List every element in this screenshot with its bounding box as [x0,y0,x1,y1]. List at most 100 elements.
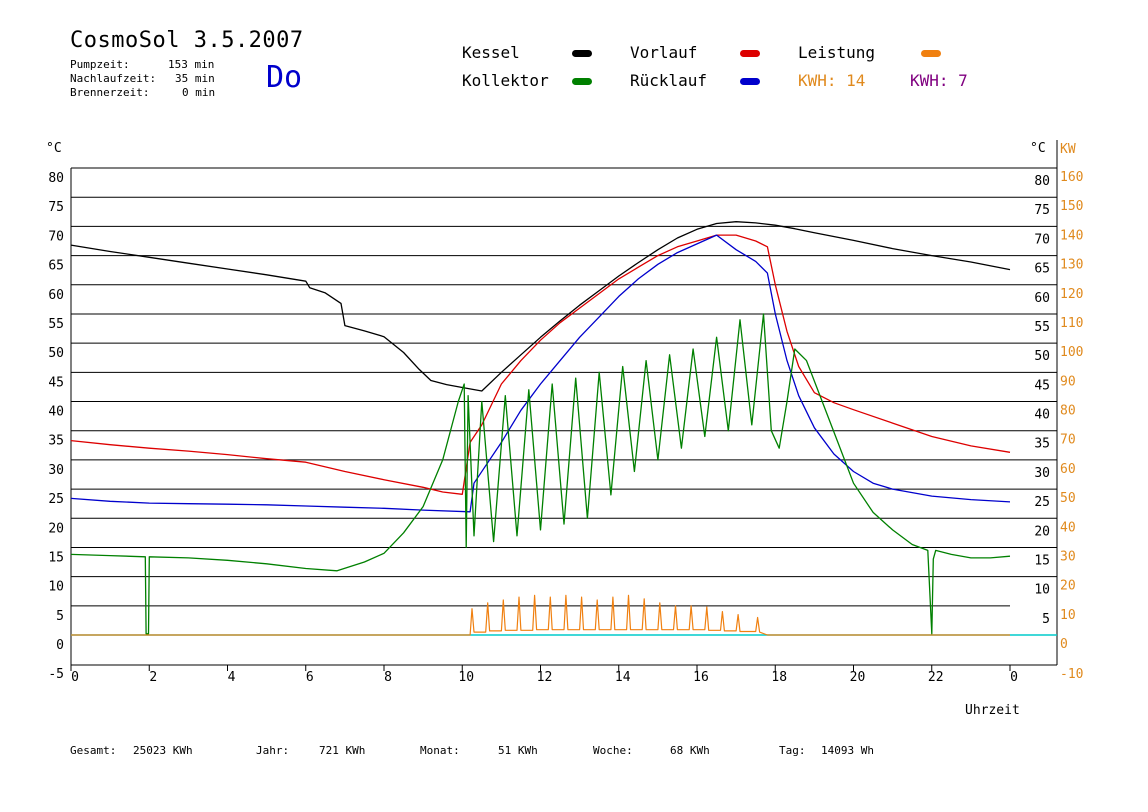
y-tick-label-right: 5 [1042,612,1050,627]
x-tick-label: 8 [384,670,392,685]
legend-vorlauf-swatch [740,50,760,57]
kw-tick-label: 30 [1060,549,1076,564]
y-tick-label-right: 20 [1034,524,1050,539]
y-tick-label-right: 40 [1034,408,1050,423]
x-tick-label: 4 [228,670,236,685]
legend-kessel-swatch [572,50,592,57]
legend-kessel-label: Kessel [462,43,520,62]
kw-tick-label: 120 [1060,287,1083,302]
kw-tick-label: -10 [1060,667,1083,682]
kw-tick-label: 10 [1060,608,1076,623]
y-tick-label-right: 60 [1034,291,1050,306]
x-tick-label: 18 [771,670,787,685]
footer-monat-label: Monat: [420,744,460,757]
stat-pumpzeit-value: 153 min [168,58,215,71]
kw-tick-label: 160 [1060,170,1083,185]
series-line-vorlauf [70,234,1011,495]
kw-tick-label: 130 [1060,258,1083,273]
footer-monat-value: 51 KWh [498,744,538,757]
x-axis-title: Uhrzeit [965,703,1020,718]
y-tick-label-left: 60 [48,288,64,303]
x-tick-label: 12 [537,670,553,685]
y-tick-label-left: 40 [48,405,64,420]
chart-title: CosmoSol 3.5.2007 [70,28,304,53]
y-tick-label-right: 45 [1034,378,1050,393]
legend-vorlauf-label: Vorlauf [630,43,698,62]
stat-nachlaufzeit-value: 35 min [175,72,215,85]
x-tick-label: 16 [693,670,709,685]
x-tick-label: 0 [71,670,79,685]
stat-brennerzeit-value: 0 min [182,86,216,99]
legend-kollektor-swatch [572,78,592,85]
y-tick-label-right: 55 [1034,320,1050,335]
y-tick-label-left: 65 [48,259,64,274]
kw-tick-label: 100 [1060,345,1083,360]
series-line-leistung [71,594,1010,636]
y-tick-label-right: 50 [1034,349,1050,364]
y-tick-label-left: 0 [56,638,64,653]
footer-gesamt-label: Gesamt: [70,744,117,757]
kw-tick-label: 50 [1060,491,1076,506]
y-tick-label-left: -5 [48,667,64,682]
y-tick-label-left: 30 [48,463,64,478]
stat-nachlaufzeit-label: Nachlaufzeit: [70,72,157,85]
series-line-kollektor [70,313,1011,635]
x-tick-label: 20 [850,670,866,685]
y-axis-unit-left: °C [46,141,62,156]
y-tick-label-left: 20 [48,521,64,536]
y-tick-label-right: 70 [1034,232,1050,247]
footer-gesamt-value: 25023 KWh [133,744,193,757]
stat-pumpzeit-label: Pumpzeit: [70,58,130,71]
y-tick-label-left: 50 [48,346,64,361]
kw-tick-label: 140 [1060,228,1083,243]
y-tick-label-left: 5 [56,609,64,624]
legend-kwh2: KWH: 7 [910,71,968,90]
footer-woche-label: Woche: [593,744,633,757]
stat-brennerzeit-label: Brennerzeit: [70,86,150,99]
kw-tick-label: 40 [1060,520,1076,535]
y-tick-label-left: 55 [48,317,64,332]
y-tick-label-right: 75 [1034,203,1050,218]
kw-tick-label: 90 [1060,374,1076,389]
y-tick-label-left: 70 [48,229,64,244]
kw-tick-label: 0 [1060,637,1068,652]
y-tick-label-right: 65 [1034,262,1050,277]
legend-ruecklauf-label: Rücklauf [630,71,708,90]
y-tick-label-right: 80 [1034,174,1050,189]
kw-tick-label: 20 [1060,579,1076,594]
footer-jahr-label: Jahr: [256,744,290,757]
y-tick-label-left: 75 [48,200,64,215]
kw-tick-label: 110 [1060,316,1083,331]
y-tick-label-left: 25 [48,492,64,507]
x-tick-label: 0 [1010,670,1018,685]
kw-tick-label: 80 [1060,404,1076,419]
kw-tick-label: 60 [1060,462,1076,477]
footer-jahr-value: 721 KWh [319,744,366,757]
legend-ruecklauf-swatch [740,78,760,85]
y-tick-label-right: 25 [1034,495,1050,510]
y-tick-label-right: 30 [1034,466,1050,481]
series-line-ruecklauf [70,234,1011,513]
x-tick-label: 6 [306,670,314,685]
series-line-kessel [70,221,1011,392]
y-tick-label-left: 10 [48,580,64,595]
y-tick-label-left: 45 [48,375,64,390]
x-tick-label: 10 [458,670,474,685]
y-tick-label-left: 35 [48,434,64,449]
y-tick-label-right: 35 [1034,437,1050,452]
legend-leistung-label: Leistung [798,43,876,62]
day-label: Do [266,60,303,95]
x-tick-label: 22 [928,670,944,685]
y-tick-label-right: 15 [1034,553,1050,568]
legend-leistung-swatch [921,50,941,57]
kw-tick-label: 70 [1060,433,1076,448]
legend-kollektor-label: Kollektor [462,71,549,90]
y-axis-unit-right: °C [1030,141,1046,156]
footer-woche-value: 68 KWh [670,744,710,757]
x-tick-label: 2 [149,670,157,685]
y-tick-label-right: 10 [1034,583,1050,598]
y-tick-label-left: 80 [48,171,64,186]
legend-kwh1: KWH: 14 [798,71,866,90]
kw-tick-label: 150 [1060,199,1083,214]
